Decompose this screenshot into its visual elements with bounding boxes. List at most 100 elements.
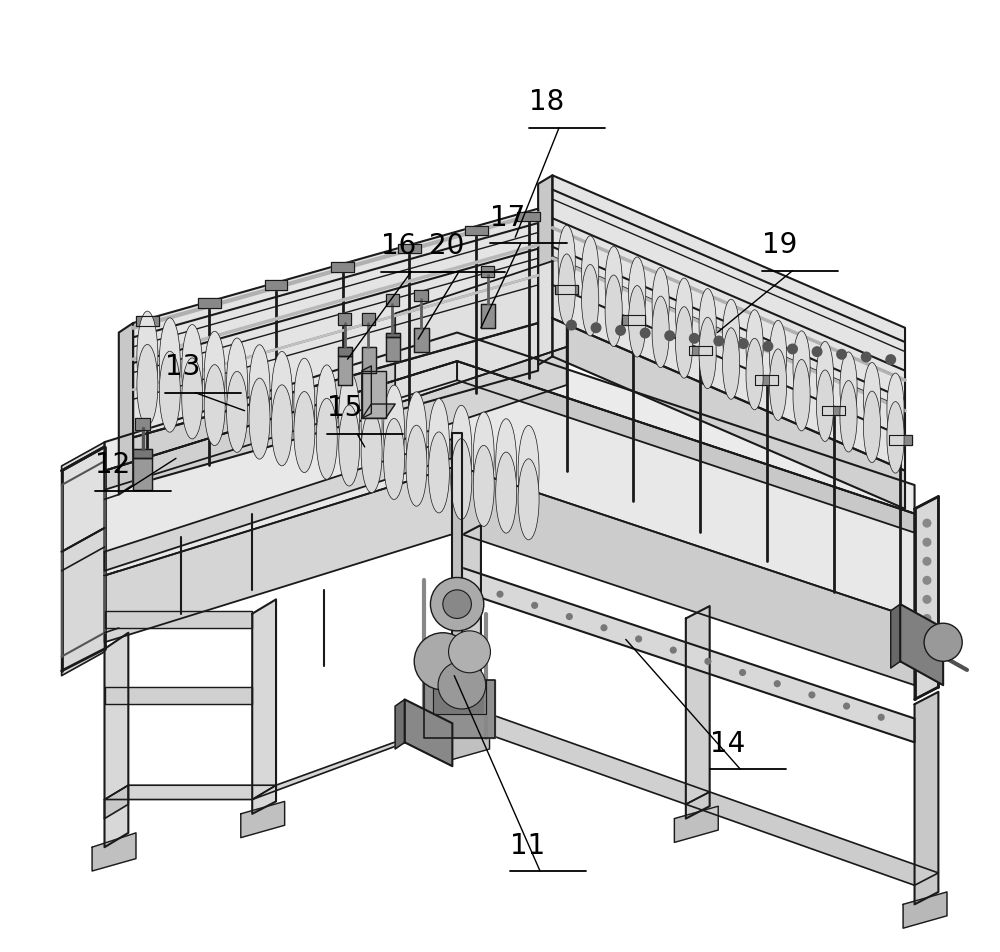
Polygon shape bbox=[822, 407, 845, 416]
Polygon shape bbox=[252, 600, 276, 814]
Ellipse shape bbox=[840, 381, 857, 452]
Polygon shape bbox=[386, 333, 400, 338]
Ellipse shape bbox=[271, 386, 292, 466]
Polygon shape bbox=[331, 263, 354, 272]
Polygon shape bbox=[424, 681, 495, 738]
Ellipse shape bbox=[746, 339, 763, 410]
Circle shape bbox=[497, 592, 503, 598]
Ellipse shape bbox=[887, 403, 904, 474]
Polygon shape bbox=[555, 286, 578, 295]
Polygon shape bbox=[105, 687, 252, 704]
Polygon shape bbox=[452, 433, 462, 728]
Ellipse shape bbox=[473, 446, 494, 526]
Polygon shape bbox=[265, 281, 287, 290]
Ellipse shape bbox=[339, 406, 360, 486]
Polygon shape bbox=[105, 466, 457, 643]
Polygon shape bbox=[362, 367, 371, 419]
Polygon shape bbox=[395, 700, 405, 749]
Ellipse shape bbox=[582, 237, 599, 308]
Polygon shape bbox=[891, 605, 900, 668]
Ellipse shape bbox=[428, 432, 449, 513]
Ellipse shape bbox=[518, 460, 539, 541]
Polygon shape bbox=[338, 357, 352, 386]
Polygon shape bbox=[252, 711, 481, 800]
Ellipse shape bbox=[451, 406, 472, 496]
Polygon shape bbox=[414, 328, 429, 352]
Polygon shape bbox=[362, 314, 375, 326]
Circle shape bbox=[812, 347, 822, 357]
Ellipse shape bbox=[227, 339, 248, 429]
Ellipse shape bbox=[840, 352, 857, 424]
Text: 16: 16 bbox=[381, 232, 416, 260]
Polygon shape bbox=[386, 295, 399, 307]
Ellipse shape bbox=[406, 392, 427, 483]
Ellipse shape bbox=[699, 289, 716, 361]
Ellipse shape bbox=[629, 287, 646, 358]
Circle shape bbox=[443, 590, 471, 619]
Ellipse shape bbox=[182, 326, 203, 416]
Polygon shape bbox=[136, 317, 159, 327]
Circle shape bbox=[567, 321, 576, 330]
Polygon shape bbox=[105, 633, 128, 847]
Text: 18: 18 bbox=[529, 89, 564, 116]
Circle shape bbox=[844, 704, 849, 709]
Polygon shape bbox=[105, 362, 915, 619]
Circle shape bbox=[438, 662, 486, 709]
Ellipse shape bbox=[746, 310, 763, 382]
Circle shape bbox=[616, 327, 625, 336]
Polygon shape bbox=[405, 700, 452, 766]
Polygon shape bbox=[62, 528, 105, 676]
Polygon shape bbox=[915, 692, 938, 904]
Circle shape bbox=[774, 681, 780, 686]
Circle shape bbox=[923, 539, 931, 546]
Polygon shape bbox=[398, 245, 421, 254]
Polygon shape bbox=[457, 711, 710, 804]
Ellipse shape bbox=[496, 419, 517, 509]
Ellipse shape bbox=[406, 426, 427, 506]
Circle shape bbox=[923, 634, 931, 642]
Circle shape bbox=[601, 625, 607, 631]
Ellipse shape bbox=[582, 266, 599, 337]
Circle shape bbox=[665, 331, 674, 341]
Ellipse shape bbox=[249, 346, 270, 436]
Circle shape bbox=[430, 578, 484, 631]
Ellipse shape bbox=[361, 379, 382, 469]
Polygon shape bbox=[552, 176, 905, 471]
Polygon shape bbox=[92, 833, 136, 871]
Circle shape bbox=[690, 334, 699, 344]
Ellipse shape bbox=[294, 392, 315, 473]
Ellipse shape bbox=[676, 279, 693, 350]
Circle shape bbox=[740, 670, 745, 676]
Ellipse shape bbox=[558, 227, 575, 298]
Polygon shape bbox=[105, 333, 915, 514]
Text: 17: 17 bbox=[490, 204, 526, 231]
Circle shape bbox=[532, 603, 538, 608]
Polygon shape bbox=[414, 290, 428, 302]
Text: 12: 12 bbox=[95, 451, 130, 479]
Polygon shape bbox=[889, 436, 912, 446]
Ellipse shape bbox=[204, 332, 225, 423]
Text: 15: 15 bbox=[327, 394, 362, 422]
Polygon shape bbox=[133, 459, 152, 490]
Polygon shape bbox=[105, 362, 457, 490]
Polygon shape bbox=[395, 257, 567, 405]
Polygon shape bbox=[135, 419, 150, 430]
Polygon shape bbox=[674, 806, 718, 843]
Circle shape bbox=[414, 633, 471, 690]
Text: 14: 14 bbox=[710, 729, 745, 757]
Polygon shape bbox=[755, 376, 778, 386]
Circle shape bbox=[714, 337, 724, 347]
Ellipse shape bbox=[159, 319, 180, 409]
Ellipse shape bbox=[887, 374, 904, 446]
Polygon shape bbox=[105, 438, 457, 571]
Ellipse shape bbox=[769, 321, 787, 392]
Ellipse shape bbox=[676, 307, 693, 379]
Ellipse shape bbox=[428, 399, 449, 489]
Ellipse shape bbox=[863, 391, 881, 463]
Polygon shape bbox=[689, 347, 712, 356]
Ellipse shape bbox=[518, 426, 539, 516]
Circle shape bbox=[788, 345, 797, 354]
Ellipse shape bbox=[793, 331, 810, 403]
Ellipse shape bbox=[384, 386, 405, 476]
Ellipse shape bbox=[137, 312, 158, 403]
